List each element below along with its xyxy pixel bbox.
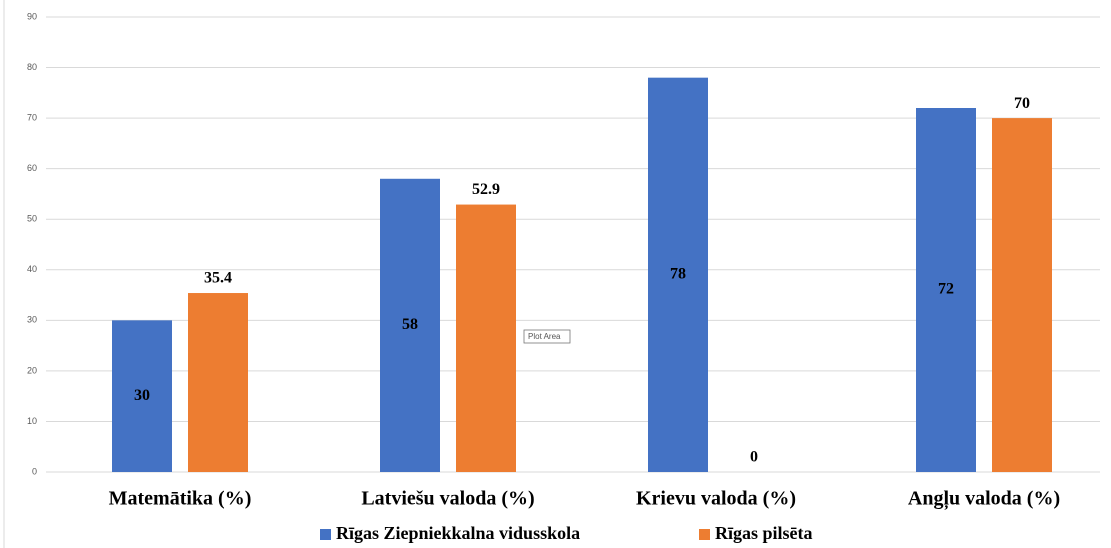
bar <box>188 293 248 472</box>
tooltip-text: Plot Area <box>528 332 561 341</box>
y-tick-label: 10 <box>27 416 37 426</box>
bar <box>916 108 976 472</box>
y-tick-label: 50 <box>27 214 37 224</box>
y-tick-label: 90 <box>27 11 37 21</box>
bar <box>648 77 708 473</box>
y-tick-label: 80 <box>27 62 37 72</box>
y-tick-label: 20 <box>27 365 37 375</box>
data-label: 78 <box>670 266 686 283</box>
data-label: 72 <box>938 281 954 298</box>
data-label: 35.4 <box>204 270 232 287</box>
data-label: 30 <box>134 387 150 404</box>
bar <box>992 118 1052 472</box>
legend-swatch <box>320 529 331 540</box>
x-tick-label: Angļu valoda (%) <box>908 488 1060 511</box>
y-tick-label: 30 <box>27 315 37 325</box>
y-tick-label: 40 <box>27 264 37 274</box>
legend-swatch <box>699 529 710 540</box>
legend-label: Rīgas Ziepniekkalna vidusskola <box>336 523 580 543</box>
legend-label: Rīgas pilsēta <box>715 523 813 543</box>
tooltip-box <box>523 329 571 344</box>
data-label: 0 <box>750 449 758 466</box>
y-tick-label: 0 <box>32 466 37 476</box>
data-label: 52.9 <box>472 181 500 198</box>
x-tick-label: Matemātika (%) <box>109 488 252 510</box>
x-tick-label: Latviešu valoda (%) <box>361 488 534 510</box>
data-label: 58 <box>402 316 418 333</box>
data-label: 70 <box>1014 95 1030 112</box>
x-tick-label: Krievu valoda (%) <box>636 488 796 510</box>
y-tick-label: 70 <box>27 112 37 122</box>
bar <box>380 178 440 472</box>
bar <box>456 204 516 473</box>
y-tick-label: 60 <box>27 163 37 173</box>
bar <box>112 320 172 472</box>
